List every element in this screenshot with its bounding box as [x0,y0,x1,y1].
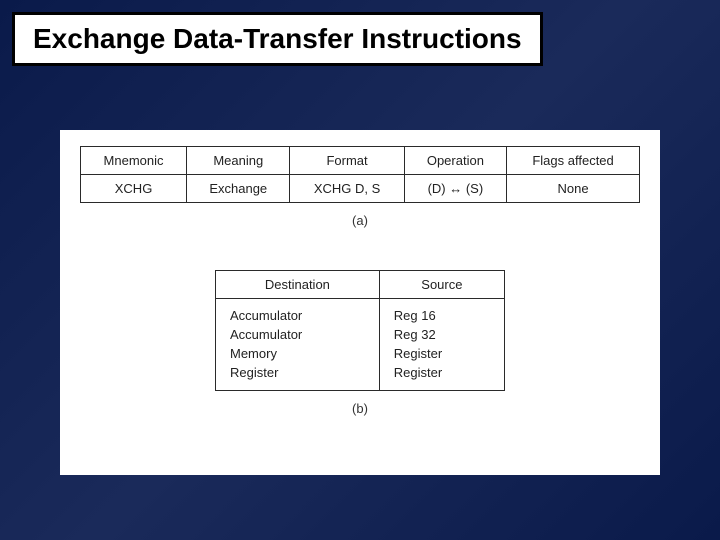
dest-3: Register [230,365,278,380]
instruction-table: Mnemonic Meaning Format Operation Flags … [80,146,640,203]
src-0: Reg 16 [394,308,436,323]
slide-title: Exchange Data-Transfer Instructions [33,23,522,55]
cell-destination: Accumulator Accumulator Memory Register [216,299,380,391]
table-b-caption: (b) [215,401,505,416]
col-destination: Destination [216,271,380,299]
dest-0: Accumulator [230,308,302,323]
dest-1: Accumulator [230,327,302,342]
cell-source: Reg 16 Reg 32 Register Register [379,299,504,391]
cell-flags: None [507,175,640,203]
table-row: Accumulator Accumulator Memory Register … [216,299,505,391]
col-mnemonic: Mnemonic [81,147,187,175]
cell-meaning: Exchange [187,175,290,203]
table-row: XCHG Exchange XCHG D, S (D) ↔ (S) None [81,175,640,203]
table-row: Destination Source [216,271,505,299]
table-a-container: Mnemonic Meaning Format Operation Flags … [80,146,640,228]
content-panel: Mnemonic Meaning Format Operation Flags … [60,130,660,475]
src-2: Register [394,346,442,361]
dest-2: Memory [230,346,277,361]
operand-table: Destination Source Accumulator Accumulat… [215,270,505,391]
table-b-container: Destination Source Accumulator Accumulat… [215,270,505,416]
table-a-caption: (a) [80,213,640,228]
col-meaning: Meaning [187,147,290,175]
col-flags: Flags affected [507,147,640,175]
col-source: Source [379,271,504,299]
table-row: Mnemonic Meaning Format Operation Flags … [81,147,640,175]
col-operation: Operation [404,147,506,175]
cell-operation: (D) ↔ (S) [404,175,506,203]
col-format: Format [290,147,404,175]
cell-format: XCHG D, S [290,175,404,203]
cell-mnemonic: XCHG [81,175,187,203]
slide-title-box: Exchange Data-Transfer Instructions [12,12,543,66]
src-3: Register [394,365,442,380]
src-1: Reg 32 [394,327,436,342]
